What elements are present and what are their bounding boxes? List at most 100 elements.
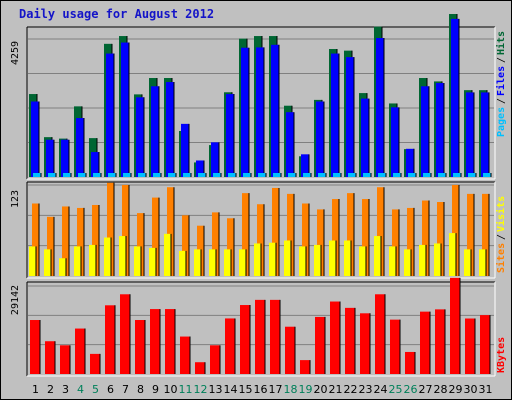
files-bar	[241, 47, 249, 178]
files-bar	[166, 82, 174, 177]
kbytes-bar	[375, 294, 385, 374]
sites-bar	[149, 247, 156, 276]
x-tick-label: 21	[329, 383, 343, 396]
kbytes-bar	[405, 351, 415, 374]
kbytes-bar	[330, 301, 340, 374]
kbytes-bar	[30, 320, 40, 374]
visits-bar	[437, 202, 444, 276]
legend-files: Files	[495, 66, 507, 96]
x-tick-label: 24	[374, 383, 388, 396]
x-tick-label: 18	[284, 383, 298, 396]
files-bar	[481, 92, 489, 177]
files-bar	[466, 92, 474, 177]
sites-bar	[329, 240, 336, 276]
visits-bar	[182, 215, 189, 276]
files-bar	[121, 42, 129, 177]
legend-separator: /	[496, 57, 507, 63]
visits-bar	[77, 207, 84, 276]
x-tick-label: 31	[479, 383, 493, 396]
kbytes-bar	[165, 309, 175, 374]
sites-bar	[104, 237, 111, 276]
files-bar	[271, 44, 279, 177]
files-bar	[76, 118, 84, 177]
x-tick-label: 6	[107, 383, 114, 396]
files-bar	[226, 94, 234, 177]
pages-bar	[453, 173, 461, 177]
x-tick-label: 16	[254, 383, 268, 396]
sites-bar	[59, 258, 66, 276]
sites-bar	[314, 244, 321, 276]
kbytes-bar	[45, 341, 55, 374]
legend-kbytes: KBytes	[496, 337, 507, 373]
sites-bar	[74, 246, 81, 276]
files-bar	[61, 139, 69, 177]
files-bar	[436, 83, 444, 177]
visits-bar	[452, 185, 459, 276]
files-bar	[346, 57, 354, 177]
sites-bar	[299, 246, 306, 276]
pages-bar	[393, 173, 401, 177]
pages-bar	[438, 173, 446, 177]
kbytes-bar	[390, 319, 400, 374]
sites-bar	[284, 240, 291, 276]
visits-bar	[392, 209, 399, 276]
kbytes-bar	[150, 309, 160, 374]
pages-bar	[333, 173, 341, 177]
visits-bar	[92, 204, 99, 276]
pages-bar	[408, 173, 416, 177]
x-tick-label: 22	[344, 383, 358, 396]
visits-bar	[152, 197, 159, 276]
kbytes-bar	[105, 305, 115, 374]
visits-bar	[122, 185, 129, 276]
legend-separator: /	[496, 234, 507, 240]
sites-bar	[89, 244, 96, 276]
visits-bar	[227, 218, 234, 276]
kbytes-bar	[345, 307, 355, 374]
pages-bar	[168, 173, 176, 177]
x-tick-label: 10	[164, 383, 178, 396]
visits-bar	[407, 207, 414, 276]
x-tick-label: 29	[449, 383, 463, 396]
kbytes-bar	[120, 294, 130, 374]
sites-bar	[404, 249, 411, 276]
pages-bar	[348, 173, 356, 177]
pages-bar	[48, 173, 56, 177]
pages-bar	[183, 173, 191, 177]
files-bar	[316, 101, 324, 177]
kbytes-bar	[210, 345, 220, 374]
x-tick-label: 8	[137, 383, 144, 396]
visits-bar	[377, 187, 384, 276]
kbytes-bar	[360, 313, 370, 374]
pages-bar	[123, 173, 131, 177]
chart-title: Daily usage for August 2012	[19, 7, 215, 21]
x-tick-label: 23	[359, 383, 373, 396]
pages-bar	[138, 173, 146, 177]
pages-bar	[468, 173, 476, 177]
visits-bar	[362, 199, 369, 276]
pages-bar	[153, 173, 161, 177]
kbytes-bar	[270, 299, 280, 374]
files-bar	[286, 112, 294, 177]
x-tick-label: 20	[314, 383, 328, 396]
sites-bar	[29, 246, 36, 276]
legend-visits: Visits	[495, 196, 507, 232]
pages-bar	[378, 173, 386, 177]
x-tick-label: 25	[389, 383, 403, 396]
pages-bar	[303, 173, 311, 177]
pages-bar	[213, 173, 221, 177]
legend-hits: Hits	[495, 31, 507, 55]
x-tick-label: 26	[404, 383, 418, 396]
x-tick-label: 5	[92, 383, 99, 396]
kbytes-bar	[465, 318, 475, 374]
sites-bar	[119, 236, 126, 276]
pages-bar	[288, 173, 296, 177]
visits-bar	[62, 206, 69, 276]
visits-bar	[287, 193, 294, 276]
pages-bar	[363, 173, 371, 177]
x-tick-label: 11	[179, 383, 193, 396]
kbytes-bar	[450, 277, 460, 374]
panel-bottom-max-label: 29142	[10, 285, 21, 315]
pages-bar	[483, 173, 491, 177]
x-tick-label: 27	[419, 383, 433, 396]
